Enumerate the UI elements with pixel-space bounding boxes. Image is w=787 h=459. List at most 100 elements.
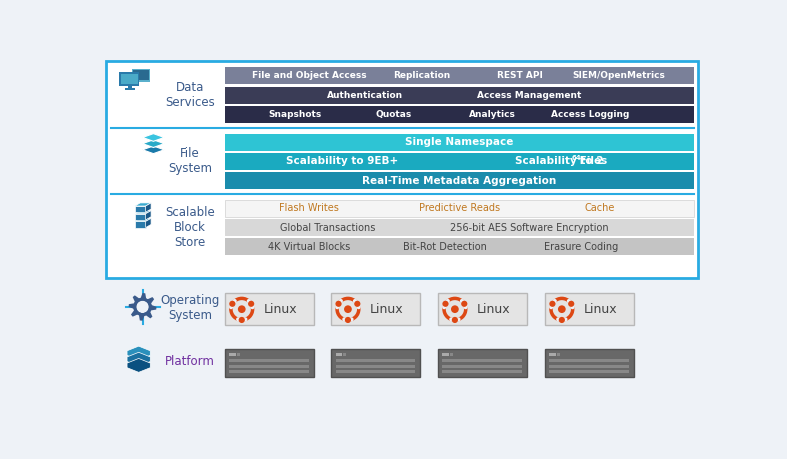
Circle shape (343, 318, 347, 322)
Circle shape (442, 301, 449, 307)
Circle shape (461, 301, 467, 307)
Text: Quotas: Quotas (375, 110, 412, 119)
Circle shape (353, 300, 357, 303)
Polygon shape (127, 353, 150, 366)
Text: Real-Time Metadata Aggregation: Real-Time Metadata Aggregation (362, 176, 556, 185)
Text: Bit-Rot Detection: Bit-Rot Detection (403, 242, 487, 252)
Text: Linux: Linux (370, 302, 404, 316)
Circle shape (238, 318, 242, 322)
Circle shape (336, 302, 340, 306)
Text: Linux: Linux (264, 302, 297, 316)
Bar (225, 153, 693, 170)
Circle shape (549, 301, 556, 307)
Text: Flash Writes: Flash Writes (279, 203, 339, 213)
Text: REST API: REST API (497, 71, 543, 80)
Bar (225, 106, 693, 123)
Circle shape (248, 301, 254, 307)
Circle shape (452, 317, 458, 323)
Circle shape (338, 301, 342, 304)
Polygon shape (135, 211, 151, 214)
Bar (229, 364, 309, 368)
Bar (225, 67, 693, 84)
Polygon shape (146, 211, 151, 220)
Circle shape (348, 318, 352, 322)
Text: Global Transactions: Global Transactions (280, 223, 375, 233)
Circle shape (233, 299, 237, 303)
Bar (549, 353, 556, 356)
Circle shape (553, 299, 556, 303)
Bar (225, 238, 693, 255)
Bar (225, 87, 693, 104)
Circle shape (238, 305, 246, 313)
Circle shape (443, 302, 447, 306)
Circle shape (464, 304, 467, 308)
Circle shape (558, 305, 566, 313)
Circle shape (461, 301, 465, 304)
Circle shape (349, 317, 353, 321)
Bar (442, 359, 523, 362)
Text: Single Namespace: Single Namespace (405, 137, 513, 147)
Polygon shape (142, 146, 164, 154)
Text: 4K Virtual Blocks: 4K Virtual Blocks (268, 242, 350, 252)
Circle shape (345, 318, 349, 322)
Circle shape (455, 318, 459, 322)
Polygon shape (146, 218, 151, 228)
Bar (335, 353, 342, 356)
Circle shape (243, 317, 247, 321)
Circle shape (248, 301, 252, 304)
Circle shape (453, 318, 456, 322)
Circle shape (238, 317, 245, 323)
Circle shape (232, 300, 236, 303)
Bar (557, 353, 560, 356)
Circle shape (460, 300, 464, 303)
Polygon shape (142, 140, 164, 147)
Circle shape (550, 302, 554, 306)
Bar (106, 61, 698, 278)
Circle shape (356, 302, 360, 306)
Polygon shape (146, 203, 151, 212)
Circle shape (344, 305, 352, 313)
Circle shape (247, 299, 250, 303)
Circle shape (445, 301, 449, 304)
Circle shape (356, 303, 360, 307)
Text: Cache: Cache (585, 203, 615, 213)
Circle shape (463, 303, 467, 307)
Polygon shape (127, 358, 150, 372)
Circle shape (250, 303, 253, 307)
Bar (121, 73, 138, 84)
Bar (225, 200, 693, 217)
Circle shape (549, 304, 553, 308)
Text: 64: 64 (571, 155, 581, 161)
Circle shape (250, 305, 254, 309)
Circle shape (242, 318, 246, 322)
Circle shape (453, 318, 457, 322)
Text: Scalability to 2: Scalability to 2 (515, 157, 604, 166)
Text: Files: Files (576, 157, 607, 166)
Circle shape (560, 318, 563, 322)
Circle shape (236, 317, 240, 321)
Bar (133, 71, 149, 80)
Circle shape (229, 304, 233, 308)
Bar (549, 359, 630, 362)
Circle shape (250, 304, 254, 308)
Circle shape (451, 318, 455, 322)
Text: Data
Services: Data Services (165, 81, 215, 109)
Circle shape (229, 301, 235, 307)
Bar (335, 359, 416, 362)
Bar (120, 72, 139, 86)
Polygon shape (135, 218, 151, 221)
Circle shape (338, 300, 342, 303)
Text: Linux: Linux (477, 302, 511, 316)
Circle shape (239, 318, 243, 322)
Circle shape (230, 302, 234, 306)
Circle shape (561, 318, 565, 322)
Circle shape (450, 318, 454, 322)
Circle shape (136, 301, 149, 313)
Text: Predictive Reads: Predictive Reads (419, 203, 500, 213)
Bar (131, 69, 150, 82)
Circle shape (552, 301, 556, 304)
Circle shape (357, 304, 360, 308)
Bar (545, 293, 634, 325)
Circle shape (357, 305, 360, 309)
Bar (549, 370, 630, 373)
